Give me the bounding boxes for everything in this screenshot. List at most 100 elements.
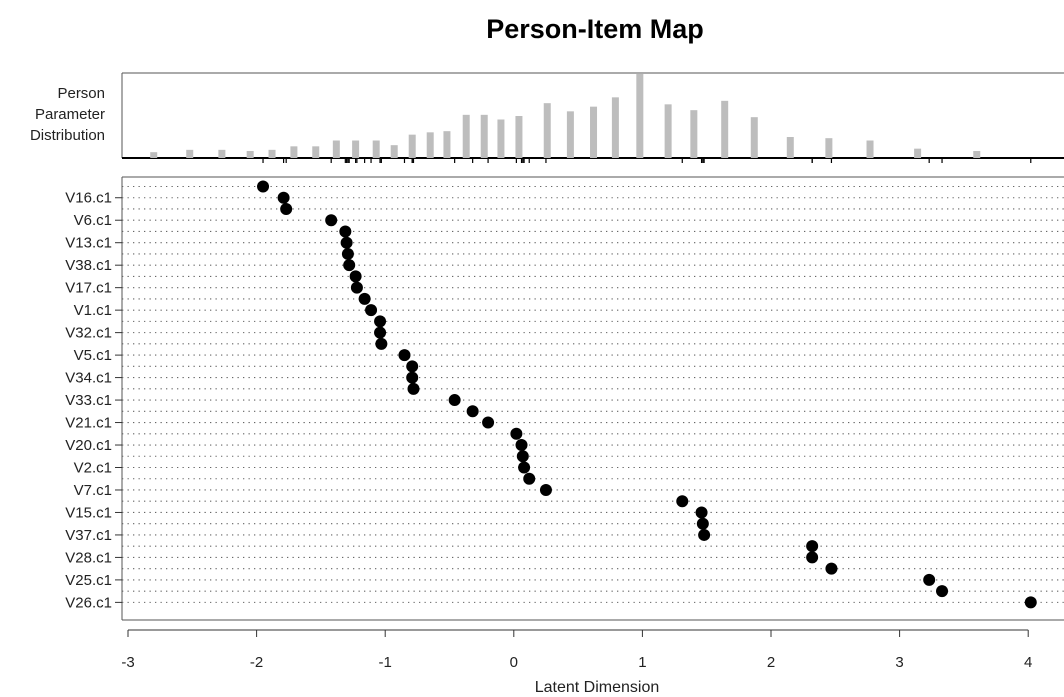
- item-label: V17.c1: [65, 280, 112, 297]
- person-distribution-bar: [352, 140, 360, 158]
- threshold-point: [696, 517, 709, 530]
- person-panel-label-line: Distribution: [30, 127, 105, 144]
- person-distribution-bar: [690, 110, 698, 158]
- item-label: V2.c1: [74, 460, 112, 477]
- x-tick-label: 0: [510, 654, 518, 671]
- threshold-point: [1024, 596, 1037, 609]
- x-tick-label: -1: [379, 654, 392, 671]
- item-label: V37.c1: [65, 527, 112, 544]
- person-distribution-bar: [866, 140, 874, 158]
- threshold-point: [698, 528, 711, 541]
- person-distribution-bar: [372, 140, 380, 158]
- item-labels: V16.c1 V6.c1 V13.c1 V38.c1 V17.c1 V1.c1 V32.c1…: [65, 190, 112, 612]
- x-axis-label: Latent Dimension: [535, 679, 660, 696]
- x-tick-label: 1: [638, 654, 646, 671]
- threshold-point: [257, 180, 270, 193]
- person-distribution-bar: [721, 100, 729, 158]
- threshold-point: [280, 202, 293, 215]
- threshold-point: [341, 247, 354, 260]
- person-distribution-bar: [150, 152, 158, 158]
- person-distribution-bar: [825, 138, 833, 158]
- person-distribution-bar: [543, 103, 551, 158]
- threshold-point: [365, 304, 378, 317]
- x-tick-label: 3: [895, 654, 903, 671]
- threshold-point: [325, 214, 338, 227]
- person-distribution-bar: [973, 151, 981, 158]
- threshold-point: [343, 259, 356, 272]
- threshold-point: [349, 270, 362, 283]
- item-label: V38.c1: [65, 257, 112, 274]
- person-panel-label: Person Parameter Distribution: [30, 85, 105, 144]
- threshold-point: [406, 360, 419, 373]
- threshold-point: [375, 337, 388, 350]
- item-label: V5.c1: [74, 347, 112, 364]
- person-distribution-bar: [443, 131, 451, 158]
- person-distribution-bar: [186, 149, 194, 158]
- threshold-point: [407, 382, 420, 395]
- threshold-point: [339, 225, 352, 238]
- threshold-point: [518, 461, 531, 474]
- x-tick-label: 2: [767, 654, 775, 671]
- threshold-point: [374, 315, 387, 328]
- person-distribution-bar: [566, 111, 574, 158]
- item-label: V1.c1: [74, 302, 112, 319]
- x-tick-label: -2: [250, 654, 263, 671]
- item-label: V20.c1: [65, 437, 112, 454]
- item-label: V32.c1: [65, 325, 112, 342]
- person-distribution-bar: [590, 106, 598, 158]
- item-label: V7.c1: [74, 482, 112, 499]
- threshold-point: [406, 371, 419, 384]
- x-tick-label: 4: [1024, 654, 1032, 671]
- threshold-point: [482, 416, 495, 429]
- person-distribution-panel: [121, 72, 1064, 163]
- item-label: V21.c1: [65, 415, 112, 432]
- person-distribution-bar: [390, 145, 398, 158]
- threshold-point: [398, 349, 411, 362]
- item-label: V34.c1: [65, 370, 112, 387]
- threshold-point: [825, 562, 838, 575]
- person-panel-label-line: Person: [57, 85, 105, 102]
- person-distribution-bar: [611, 97, 619, 158]
- item-label: V6.c1: [74, 212, 112, 229]
- item-label: V28.c1: [65, 549, 112, 566]
- threshold-point: [923, 573, 936, 586]
- person-distribution-bar: [515, 116, 523, 158]
- threshold-point: [374, 326, 387, 339]
- item-label: V25.c1: [65, 572, 112, 589]
- threshold-point: [515, 439, 528, 452]
- person-distribution-bar: [636, 74, 644, 158]
- person-distribution-bar: [786, 137, 794, 158]
- threshold-point: [340, 236, 353, 249]
- threshold-point: [806, 551, 819, 564]
- person-distribution-bar: [290, 146, 298, 158]
- person-distribution-bar: [426, 132, 434, 158]
- person-distribution-bar: [246, 151, 254, 158]
- threshold-point: [350, 281, 363, 294]
- item-label: V15.c1: [65, 504, 112, 521]
- item-map-panel: [115, 176, 1064, 621]
- threshold-point: [358, 292, 371, 305]
- threshold-point: [510, 427, 523, 440]
- threshold-point: [466, 405, 479, 418]
- item-label: V13.c1: [65, 235, 112, 252]
- threshold-point: [806, 540, 819, 553]
- person-distribution-bar: [480, 114, 488, 158]
- person-distribution-bar: [332, 140, 340, 158]
- threshold-point: [695, 506, 708, 519]
- person-distribution-bar: [312, 146, 320, 158]
- threshold-point: [936, 585, 949, 598]
- x-axis: -3 -2 -1 0 1 2 3 4: [121, 629, 1032, 671]
- threshold-point: [516, 450, 529, 463]
- person-distribution-bar: [750, 117, 758, 158]
- threshold-point: [523, 472, 536, 485]
- item-label: V33.c1: [65, 392, 112, 409]
- person-panel-label-line: Parameter: [35, 106, 105, 123]
- threshold-point: [277, 191, 290, 204]
- person-distribution-bar: [268, 149, 276, 158]
- item-label: V26.c1: [65, 594, 112, 611]
- item-label: V16.c1: [65, 190, 112, 207]
- person-distribution-bar: [408, 134, 416, 158]
- person-distribution-bar: [664, 104, 672, 158]
- threshold-point: [539, 483, 552, 496]
